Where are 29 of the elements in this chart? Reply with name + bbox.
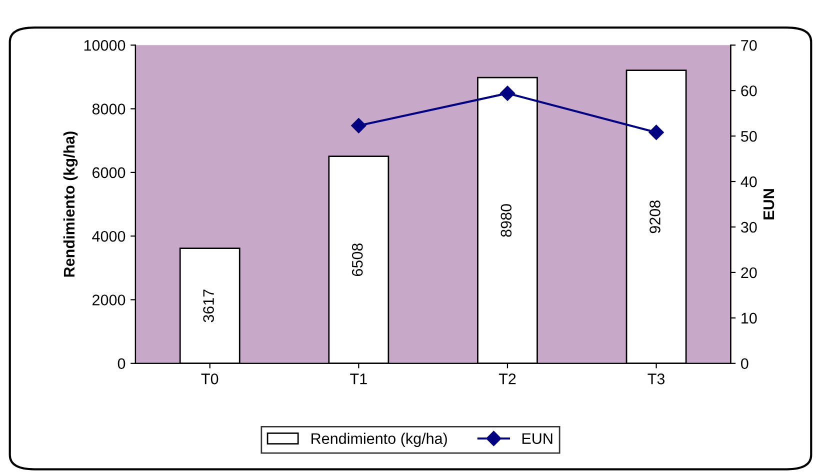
point xyxy=(351,118,366,134)
data-label: 8980 xyxy=(500,204,512,237)
y-tick-label: 10000 xyxy=(84,40,126,51)
y-tick-label: 2000 xyxy=(92,294,126,306)
y2-tick-label: 40 xyxy=(740,176,757,188)
y2-tick-label: 10 xyxy=(742,312,757,324)
x-tick-label: T2 xyxy=(498,374,516,384)
y2-tick-label: 0 xyxy=(741,358,748,370)
y2-tick-label: 50 xyxy=(741,130,757,142)
data-label: 6508 xyxy=(352,243,363,276)
x-tick-label: T3 xyxy=(648,374,665,384)
x-tick-label: T1 xyxy=(350,374,367,384)
y-axis-title: Rendimiento (kg/ha) xyxy=(63,132,78,277)
point xyxy=(648,124,664,140)
legend-label: EUN xyxy=(522,433,552,444)
y-tick-label: 6000 xyxy=(92,167,126,178)
y2-tick-label: 30 xyxy=(740,222,757,233)
point xyxy=(500,86,516,101)
y2-tick-label: 60 xyxy=(741,85,757,96)
data-label: 9208 xyxy=(650,200,660,234)
y2-tick-label: 20 xyxy=(741,267,757,278)
y2-tick-label: 70 xyxy=(741,40,757,51)
y-tick-label: 4000 xyxy=(92,230,126,242)
data-label: 3617 xyxy=(203,290,214,322)
y2-axis-title: EUN xyxy=(764,189,774,220)
legend-label: Rendimiento (kg/ha) xyxy=(312,432,447,447)
y-tick-label: 0 xyxy=(118,358,126,370)
y-tick-label: 8000 xyxy=(92,104,126,114)
x-tick-label: T0 xyxy=(201,374,218,384)
